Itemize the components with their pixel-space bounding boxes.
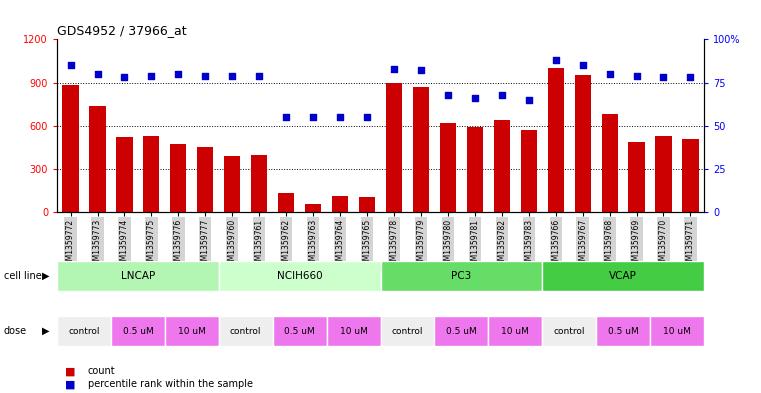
- Text: control: control: [230, 327, 262, 336]
- Point: [334, 114, 346, 120]
- Point: [523, 97, 535, 103]
- Text: control: control: [68, 327, 100, 336]
- Text: dose: dose: [4, 326, 27, 336]
- Bar: [380, 261, 542, 291]
- Bar: [305, 204, 321, 212]
- Point: [65, 62, 77, 68]
- Bar: [332, 196, 348, 212]
- Text: control: control: [392, 327, 423, 336]
- Bar: [62, 85, 78, 212]
- Point: [549, 57, 562, 63]
- Text: NCIH660: NCIH660: [277, 271, 323, 281]
- Text: control: control: [553, 327, 585, 336]
- Bar: [494, 120, 510, 212]
- Bar: [440, 123, 456, 212]
- Bar: [278, 193, 295, 212]
- Bar: [380, 316, 435, 346]
- Bar: [170, 145, 186, 212]
- Text: percentile rank within the sample: percentile rank within the sample: [88, 379, 253, 389]
- Bar: [224, 156, 240, 212]
- Bar: [655, 136, 672, 212]
- Text: LNCAP: LNCAP: [121, 271, 155, 281]
- Text: ▶: ▶: [42, 326, 49, 336]
- Point: [280, 114, 292, 120]
- Point: [630, 72, 642, 79]
- Bar: [386, 83, 402, 212]
- Point: [253, 72, 266, 79]
- Point: [388, 66, 400, 72]
- Bar: [601, 114, 618, 212]
- Bar: [359, 197, 375, 212]
- Text: count: count: [88, 366, 115, 376]
- Bar: [596, 316, 650, 346]
- Bar: [197, 147, 213, 212]
- Point: [469, 95, 481, 101]
- Text: ■: ■: [65, 379, 75, 389]
- Text: VCAP: VCAP: [609, 271, 637, 281]
- Text: 10 uM: 10 uM: [663, 327, 691, 336]
- Point: [684, 74, 696, 81]
- Bar: [165, 316, 219, 346]
- Bar: [683, 139, 699, 212]
- Point: [307, 114, 319, 120]
- Point: [415, 67, 427, 73]
- Bar: [116, 137, 132, 212]
- Text: 10 uM: 10 uM: [339, 327, 368, 336]
- Point: [361, 114, 373, 120]
- Bar: [629, 141, 645, 212]
- Bar: [272, 316, 326, 346]
- Point: [577, 62, 589, 68]
- Text: 10 uM: 10 uM: [178, 327, 205, 336]
- Point: [442, 92, 454, 98]
- Text: 0.5 uM: 0.5 uM: [446, 327, 476, 336]
- Bar: [466, 127, 483, 212]
- Bar: [575, 75, 591, 212]
- Bar: [111, 316, 165, 346]
- Bar: [548, 68, 564, 212]
- Text: ▶: ▶: [42, 271, 49, 281]
- Text: ■: ■: [65, 366, 75, 376]
- Bar: [412, 87, 429, 212]
- Point: [226, 72, 238, 79]
- Bar: [57, 261, 219, 291]
- Bar: [543, 316, 596, 346]
- Bar: [143, 136, 160, 212]
- Bar: [326, 316, 380, 346]
- Point: [91, 71, 103, 77]
- Bar: [489, 316, 542, 346]
- Bar: [57, 316, 111, 346]
- Point: [658, 74, 670, 81]
- Text: PC3: PC3: [451, 271, 472, 281]
- Bar: [521, 130, 537, 212]
- Bar: [650, 316, 704, 346]
- Text: 10 uM: 10 uM: [501, 327, 529, 336]
- Text: 0.5 uM: 0.5 uM: [285, 327, 315, 336]
- Bar: [219, 316, 272, 346]
- Text: 0.5 uM: 0.5 uM: [123, 327, 153, 336]
- Text: 0.5 uM: 0.5 uM: [608, 327, 638, 336]
- Text: cell line: cell line: [4, 271, 42, 281]
- Point: [119, 74, 131, 81]
- Point: [172, 71, 184, 77]
- Bar: [543, 261, 704, 291]
- Point: [199, 72, 212, 79]
- Bar: [219, 261, 380, 291]
- Text: GDS4952 / 37966_at: GDS4952 / 37966_at: [57, 24, 186, 37]
- Point: [495, 92, 508, 98]
- Point: [145, 72, 158, 79]
- Point: [603, 71, 616, 77]
- Bar: [251, 154, 267, 212]
- Bar: [90, 106, 106, 212]
- Bar: [435, 316, 489, 346]
